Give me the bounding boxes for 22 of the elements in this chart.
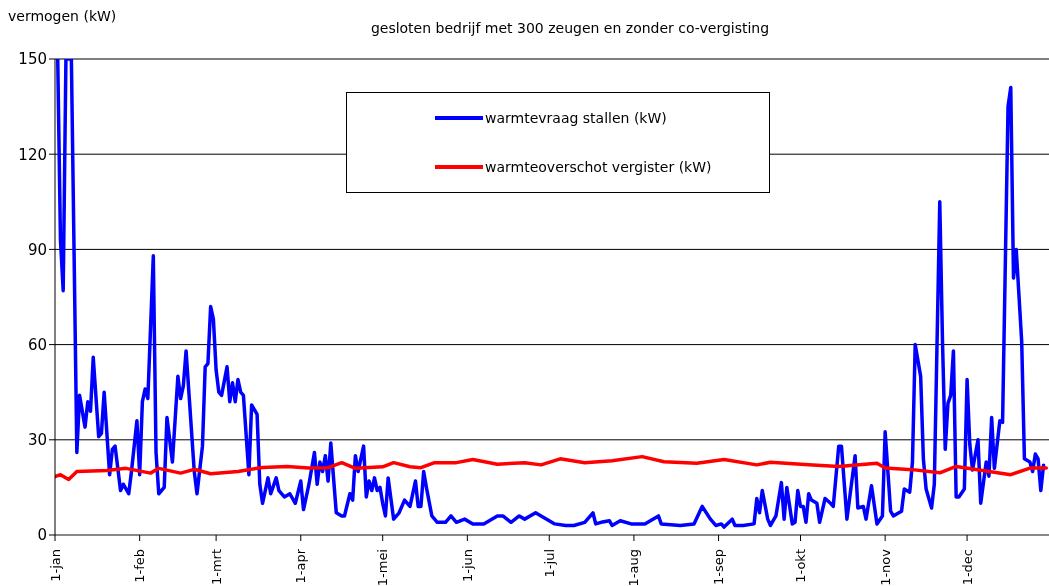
x-tick-label: 1-jan [47,549,63,582]
x-tick-label: 1-jul [541,549,557,578]
y-tick-label: 120 [18,145,47,164]
x-tick-label: 1-jun [459,549,475,583]
legend-label: warmtevraag stallen (kW) [485,109,667,126]
x-tick-label: 1-mei [375,549,391,586]
x-tick-label: 1-dec [959,549,975,586]
x-tick-label: 1-okt [793,549,808,583]
x-tick-label: 1-aug [626,549,642,586]
y-tick-label: 0 [37,526,47,545]
x-tick-label: 1-sep [711,549,727,585]
chart-title: gesloten bedrijf met 300 zeugen en zonder co-vergisting [369,20,771,36]
y-tick-label: 30 [27,431,47,450]
x-tick-label: 1-apr [293,548,309,584]
y-axis-title: vermogen (kW) [8,8,117,24]
y-tick-label: 90 [27,240,47,259]
x-tick-label: 1-nov [877,548,893,586]
legend-label: warmteoverschot vergister (kW) [485,159,712,176]
y-tick-label: 150 [18,50,47,69]
x-tick-label: 1-feb [132,549,148,583]
x-tick-label: 1-mrt [208,549,224,586]
y-tick-label: 60 [27,335,47,354]
